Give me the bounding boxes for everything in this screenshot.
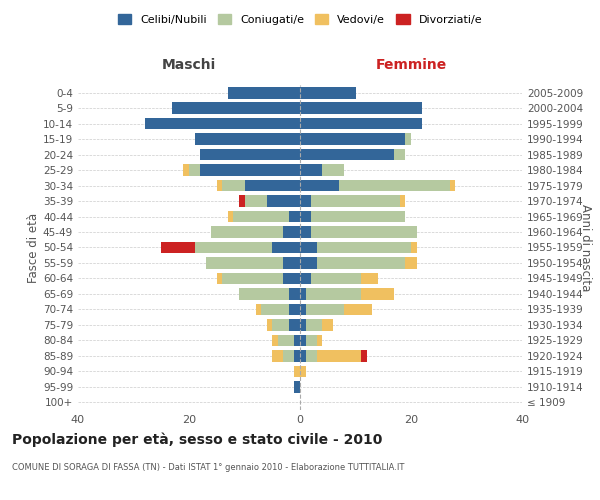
Bar (300, 134, 406, 145)
Bar (267, 196, 300, 207)
Bar (278, 334, 295, 346)
Bar (184, 164, 189, 176)
Bar (300, 102, 422, 114)
Text: Maschi: Maschi (162, 58, 216, 72)
Bar (217, 180, 223, 192)
Bar (283, 226, 300, 238)
Bar (311, 272, 361, 284)
Bar (161, 242, 194, 254)
Bar (300, 87, 356, 99)
Bar (406, 257, 416, 269)
Bar (305, 288, 361, 300)
Bar (311, 226, 416, 238)
Text: Femmine: Femmine (376, 58, 446, 72)
Bar (272, 319, 289, 330)
Bar (361, 350, 367, 362)
Bar (172, 102, 300, 114)
Bar (300, 272, 311, 284)
Bar (223, 180, 245, 192)
Bar (394, 149, 406, 160)
Bar (300, 196, 311, 207)
Bar (194, 242, 272, 254)
Bar (295, 334, 300, 346)
Bar (300, 226, 311, 238)
Bar (344, 304, 372, 315)
Y-axis label: Anni di nascita: Anni di nascita (579, 204, 592, 291)
Bar (400, 196, 406, 207)
Bar (300, 350, 305, 362)
Bar (289, 304, 300, 315)
Bar (194, 134, 300, 145)
Bar (206, 257, 283, 269)
Bar (311, 196, 400, 207)
Bar (189, 164, 200, 176)
Bar (239, 288, 289, 300)
Bar (256, 304, 261, 315)
Bar (145, 118, 300, 130)
Legend: Celibi/Nubili, Coniugati/e, Vedovi/e, Divorziati/e: Celibi/Nubili, Coniugati/e, Vedovi/e, Di… (115, 10, 485, 28)
Bar (289, 210, 300, 222)
Bar (361, 272, 378, 284)
Bar (228, 87, 300, 99)
Bar (200, 164, 300, 176)
Bar (289, 319, 300, 330)
Bar (406, 134, 411, 145)
Bar (261, 304, 289, 315)
Bar (305, 350, 317, 362)
Bar (245, 196, 267, 207)
Bar (223, 272, 283, 284)
Bar (228, 210, 233, 222)
Bar (300, 164, 322, 176)
Bar (317, 242, 411, 254)
Bar (300, 366, 305, 377)
Text: Popolazione per età, sesso e stato civile - 2010: Popolazione per età, sesso e stato civil… (12, 432, 382, 447)
Bar (200, 149, 300, 160)
Bar (300, 180, 339, 192)
Bar (300, 242, 317, 254)
Bar (300, 304, 305, 315)
Bar (361, 288, 394, 300)
Bar (283, 350, 295, 362)
Bar (311, 210, 406, 222)
Bar (305, 334, 317, 346)
Bar (295, 381, 300, 392)
Bar (267, 319, 272, 330)
Bar (305, 319, 322, 330)
Bar (295, 366, 300, 377)
Bar (322, 319, 334, 330)
Bar (233, 210, 289, 222)
Bar (317, 334, 322, 346)
Bar (300, 149, 394, 160)
Bar (283, 257, 300, 269)
Bar (217, 272, 223, 284)
Bar (283, 272, 300, 284)
Bar (295, 350, 300, 362)
Bar (300, 319, 305, 330)
Bar (305, 304, 344, 315)
Bar (339, 180, 450, 192)
Bar (300, 288, 305, 300)
Bar (322, 164, 344, 176)
Bar (245, 180, 300, 192)
Bar (300, 118, 422, 130)
Bar (300, 334, 305, 346)
Y-axis label: Fasce di età: Fasce di età (27, 212, 40, 282)
Bar (211, 226, 283, 238)
Bar (272, 334, 278, 346)
Bar (289, 288, 300, 300)
Bar (317, 257, 406, 269)
Bar (272, 242, 300, 254)
Bar (300, 257, 317, 269)
Bar (300, 210, 311, 222)
Text: COMUNE DI SORAGA DI FASSA (TN) - Dati ISTAT 1° gennaio 2010 - Elaborazione TUTTI: COMUNE DI SORAGA DI FASSA (TN) - Dati IS… (12, 462, 404, 471)
Bar (317, 350, 361, 362)
Bar (450, 180, 455, 192)
Bar (239, 196, 245, 207)
Bar (272, 350, 283, 362)
Bar (411, 242, 416, 254)
